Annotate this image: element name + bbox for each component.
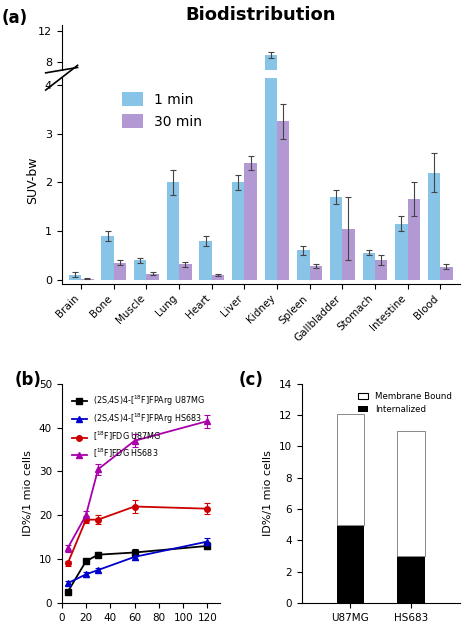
Bar — [297, 251, 310, 279]
Bar — [179, 122, 191, 124]
Bar — [146, 274, 159, 279]
Bar — [134, 260, 146, 279]
Bar — [310, 266, 322, 279]
Bar — [330, 197, 342, 279]
Bar — [134, 121, 146, 124]
Legend: 1 min, 30 min: 1 min, 30 min — [116, 87, 208, 134]
Bar — [114, 263, 126, 279]
Bar — [200, 118, 212, 124]
Bar — [363, 253, 375, 279]
Bar — [101, 117, 114, 124]
Bar — [245, 106, 257, 124]
Bar — [428, 173, 440, 279]
Bar — [375, 260, 387, 279]
Bar — [114, 122, 126, 124]
Text: (b): (b) — [14, 371, 41, 389]
Bar — [342, 229, 355, 279]
Bar — [310, 122, 322, 124]
Bar — [342, 116, 355, 124]
Bar — [440, 266, 453, 279]
Legend: (2S,4S)4-$[^{18}$F]FPArg U87MG, (2S,4S)4-$[^{18}$F]FPArg HS683, $[^{18}$F]FDG U8: (2S,4S)4-$[^{18}$F]FPArg U87MG, (2S,4S)4… — [69, 390, 208, 463]
Bar — [232, 182, 245, 279]
Bar — [167, 109, 179, 124]
Bar — [264, 0, 277, 279]
Bar — [408, 199, 420, 279]
Y-axis label: ID%/1 mio cells: ID%/1 mio cells — [23, 450, 33, 536]
Text: (c): (c) — [238, 371, 264, 389]
Bar — [398, 431, 425, 556]
Bar — [395, 116, 408, 124]
Bar — [363, 120, 375, 124]
Legend: Membrane Bound, Internalized: Membrane Bound, Internalized — [355, 388, 456, 418]
Y-axis label: ID%/1 mio cells: ID%/1 mio cells — [263, 450, 273, 536]
Bar — [212, 275, 224, 279]
Text: (a): (a) — [2, 9, 28, 28]
Bar — [375, 121, 387, 124]
Bar — [200, 241, 212, 279]
Bar — [69, 275, 81, 279]
Bar — [330, 111, 342, 124]
Bar — [277, 121, 290, 279]
Bar — [337, 414, 364, 524]
Bar — [297, 120, 310, 124]
Bar — [167, 182, 179, 279]
Bar — [101, 236, 114, 279]
Bar — [440, 122, 453, 124]
Bar — [264, 55, 277, 124]
Bar — [395, 224, 408, 279]
Bar — [398, 556, 425, 603]
Bar — [245, 163, 257, 279]
Bar — [408, 112, 420, 124]
Y-axis label: SUV-bw: SUV-bw — [26, 157, 39, 204]
Bar — [428, 107, 440, 124]
Bar — [179, 264, 191, 279]
Bar — [232, 109, 245, 124]
Title: Biodistribution: Biodistribution — [185, 6, 336, 24]
Bar — [337, 524, 364, 603]
Bar — [277, 99, 290, 124]
